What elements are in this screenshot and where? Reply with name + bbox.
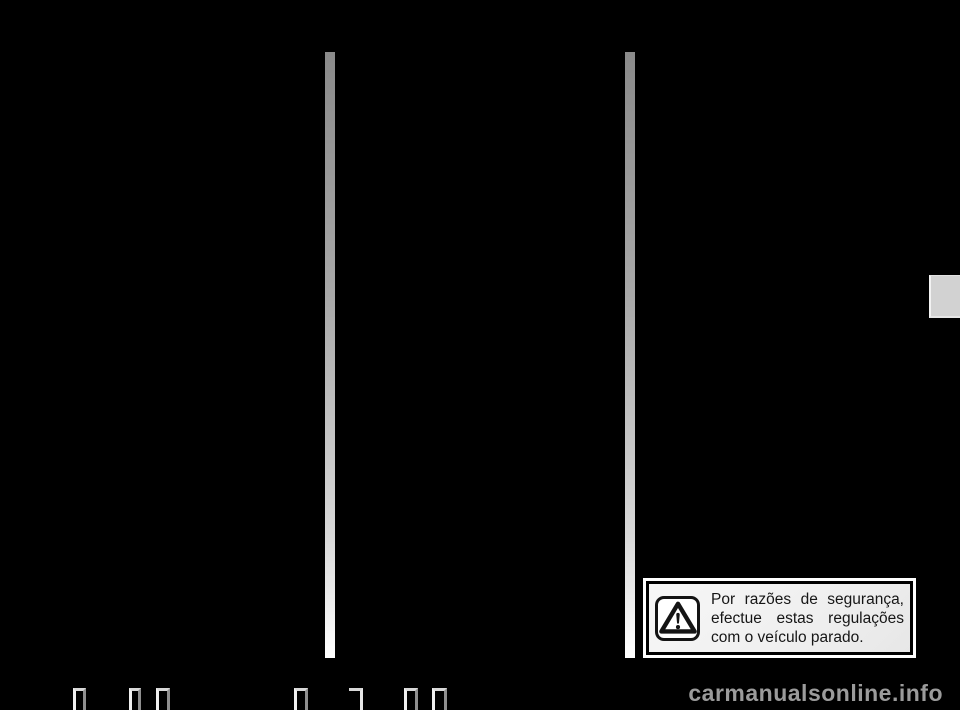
cutoff-glyph-fragment bbox=[432, 688, 447, 710]
cutoff-glyph-fragment bbox=[349, 688, 363, 710]
cutoff-glyph-fragment bbox=[156, 688, 170, 710]
warning-text-line: Por razões de segurança, bbox=[711, 590, 904, 608]
cutoff-glyph-fragment bbox=[73, 688, 86, 710]
cutoff-glyph-fragment bbox=[294, 688, 308, 710]
safety-warning-box-frame: Por razões de segurança, efectue estas r… bbox=[646, 581, 913, 655]
cutoff-glyph-fragment bbox=[129, 688, 141, 710]
warning-text: Por razões de segurança, efectue estas r… bbox=[711, 590, 904, 647]
warning-text-line: com o veículo parado. bbox=[711, 628, 864, 646]
safety-warning-box: Por razões de segurança, efectue estas r… bbox=[643, 578, 916, 658]
warning-text-line: efectue estas regulações bbox=[711, 609, 904, 627]
column-divider-bar-right bbox=[625, 52, 635, 658]
cutoff-glyph-fragment bbox=[404, 688, 418, 710]
column-divider-bar-left bbox=[325, 52, 335, 658]
chapter-edge-tab bbox=[929, 275, 960, 318]
warning-triangle-icon bbox=[655, 595, 700, 641]
site-watermark: carmanualsonline.info bbox=[688, 680, 943, 706]
